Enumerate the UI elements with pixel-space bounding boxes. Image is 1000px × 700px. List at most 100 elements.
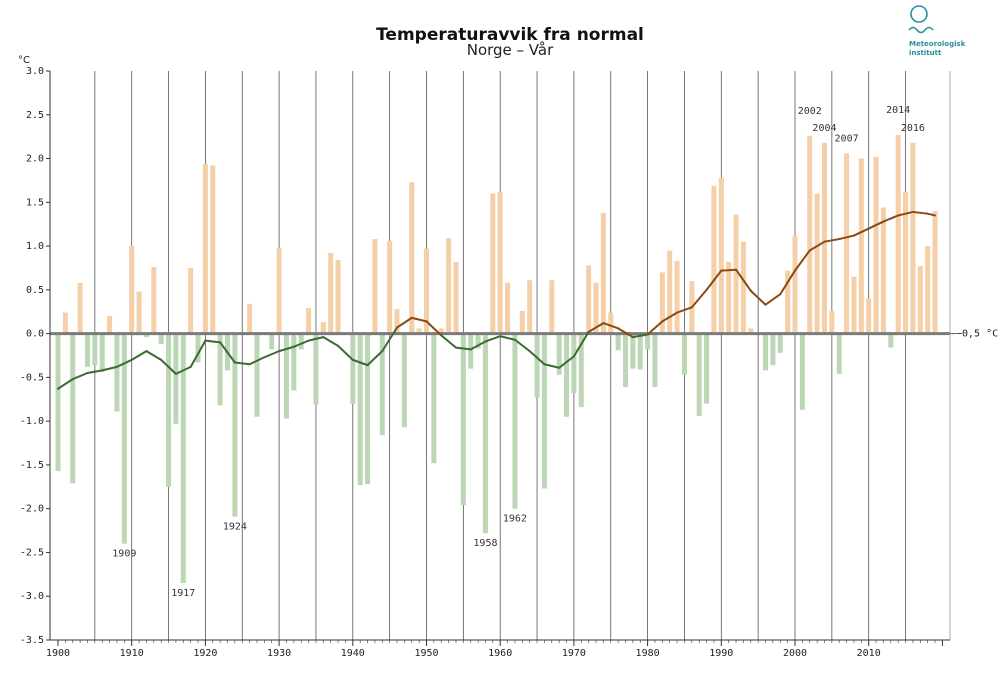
annotation-1917: 1917: [171, 588, 195, 599]
smooth-segment-2014: [897, 210, 914, 217]
logo-text-line2: institutt: [909, 49, 942, 57]
bar-1926: [247, 303, 253, 334]
logo-sun-icon: [910, 5, 928, 23]
bar-1920: [202, 163, 208, 334]
logo-text-line1: Meteorologisk: [909, 40, 966, 48]
bar-1947: [401, 333, 407, 428]
smooth-segment-2006: [838, 234, 855, 241]
smooth-segment-1968: [558, 355, 575, 369]
smooth-segment-1908: [115, 358, 133, 368]
logo-wave-icon: [908, 26, 934, 34]
y-tick-label-4: 1.0: [26, 241, 44, 252]
bar-1972: [586, 265, 592, 334]
reference-label: −0,5 °C: [956, 329, 998, 340]
bar-1929: [269, 333, 275, 350]
smooth-segment-1906: [101, 365, 118, 372]
bar-1912: [143, 333, 149, 338]
smooth-segment-1986: [690, 288, 708, 309]
smooth-segment-1922: [219, 341, 236, 364]
bar-1910: [129, 246, 135, 334]
y-tick-label-6: 0.0: [26, 329, 44, 340]
bar-2013: [888, 333, 894, 348]
smooth-segment-1936: [322, 336, 340, 347]
met-institute-logo: Meteorologisk institutt: [908, 5, 966, 57]
annotation-2014: 2014: [886, 105, 910, 116]
bar-1975: [608, 312, 614, 334]
bar-1965: [534, 333, 540, 398]
bar-2008: [851, 276, 857, 334]
smooth-segment-1994: [749, 289, 767, 306]
bar-1952: [438, 328, 444, 334]
smooth-segment-2012: [882, 214, 900, 223]
smooth-segment-1970: [572, 330, 590, 358]
smooth-segment-2016: [911, 210, 929, 215]
y-tick-label-9: -1.5: [20, 460, 44, 471]
bar-2014: [895, 134, 901, 334]
y-tick-label-11: -2.5: [20, 547, 44, 558]
bar-1968: [556, 333, 562, 375]
chart-title: Temperaturavvik fra normal: [376, 25, 644, 45]
bar-1932: [291, 333, 297, 391]
bar-1950: [424, 248, 429, 334]
y-tick-label-5: 0.5: [26, 285, 44, 296]
bar-1927: [254, 333, 260, 417]
bar-1961: [505, 282, 511, 334]
y-axis-unit: °C: [18, 55, 30, 66]
y-tick-label-2: 2.0: [26, 154, 44, 165]
y-tick-label-7: -0.5: [20, 372, 44, 383]
annotation-2002: 2002: [798, 106, 822, 117]
bar-1903: [77, 282, 83, 334]
bar-1997: [770, 333, 776, 366]
bar-1971: [578, 333, 584, 408]
bar-1966: [541, 333, 547, 489]
bar-2010: [866, 298, 872, 334]
smooth-segment-1948: [410, 316, 428, 323]
bar-1901: [62, 312, 68, 334]
y-tick-label-3: 1.5: [26, 197, 44, 208]
bar-1916: [173, 333, 179, 424]
bar-1948: [409, 182, 415, 334]
bar-2017: [917, 266, 923, 334]
bar-2002: [807, 135, 813, 334]
bar-1933: [298, 333, 304, 350]
bar-1936: [320, 322, 326, 334]
bar-1977: [622, 333, 628, 388]
bar-1954: [453, 261, 459, 334]
smooth-segment-1990: [720, 268, 738, 272]
bar-1980: [645, 333, 651, 350]
bar-1982: [659, 272, 665, 334]
x-tick-label-1980: 1980: [636, 648, 660, 659]
smooth-segment-1982: [661, 311, 679, 323]
smooth-segment-1998: [779, 269, 796, 296]
smooth-segment-1946: [396, 316, 413, 329]
bar-1985: [681, 333, 687, 375]
bar-1941: [357, 333, 363, 486]
bar-1969: [564, 333, 570, 417]
bar-1989: [711, 185, 717, 334]
bar-2000: [792, 235, 798, 334]
bar-1983: [667, 250, 673, 334]
bar-1994: [748, 328, 754, 334]
annotation-2007: 2007: [835, 133, 859, 144]
smooth-segment-1928: [263, 350, 281, 359]
y-tick-label-12: -3.0: [20, 591, 44, 602]
bar-1988: [704, 333, 710, 404]
smooth-segment-1918: [189, 339, 207, 368]
bar-1937: [328, 253, 334, 334]
smooth-segment-1904: [86, 369, 104, 375]
smooth-segment-1910: [130, 350, 148, 361]
bar-1964: [527, 280, 533, 334]
bar-1902: [70, 333, 76, 484]
smooth-segment-1992: [735, 268, 752, 292]
smooth-segment-1964: [528, 350, 546, 366]
bar-1946: [394, 309, 400, 334]
x-tick-label-2010: 2010: [857, 648, 881, 659]
bar-1993: [740, 241, 746, 334]
smooth-segment-1932: [292, 339, 310, 348]
bar-2015: [903, 191, 909, 334]
bar-2003: [814, 193, 820, 334]
bar-2001: [799, 333, 805, 410]
smooth-segment-2018: [926, 212, 937, 217]
bar-1996: [763, 333, 769, 371]
bar-2004: [821, 142, 827, 334]
